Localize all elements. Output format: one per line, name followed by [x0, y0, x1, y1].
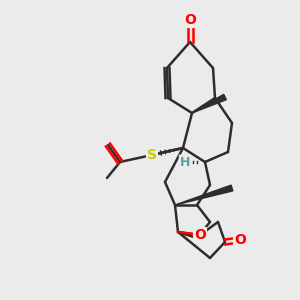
Polygon shape	[175, 185, 233, 205]
Text: O: O	[234, 233, 246, 247]
Polygon shape	[192, 94, 226, 113]
Text: O: O	[184, 13, 196, 27]
Text: H: H	[180, 155, 190, 169]
Text: O: O	[194, 228, 206, 242]
Text: S: S	[147, 148, 157, 162]
